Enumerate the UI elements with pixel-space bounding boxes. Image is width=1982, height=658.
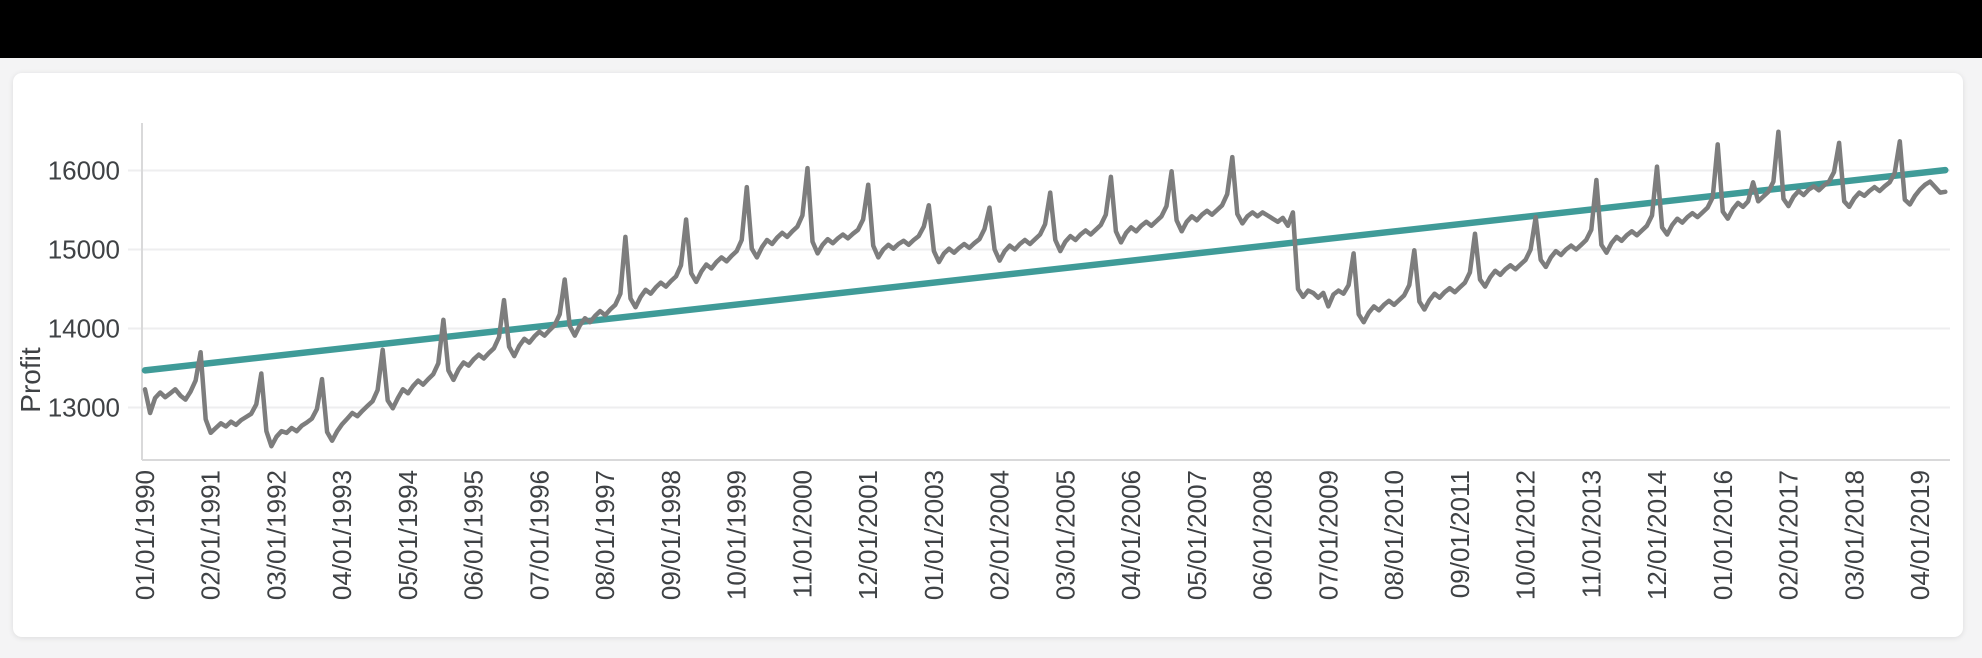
y-tick-label: 14000 [48, 314, 120, 344]
x-tick-label: 02/01/1991 [196, 470, 226, 600]
x-tick-label: 04/01/2006 [1116, 470, 1146, 600]
x-tick-label: 06/01/1995 [459, 470, 489, 600]
x-tick-label: 09/01/1998 [656, 470, 686, 600]
chart-card: 13000 14000 15000 16000 01/01/1990 02/01/1991… [13, 73, 1963, 637]
x-tick-label: 04/01/1993 [327, 470, 357, 600]
x-tick-label: 03/01/2018 [1839, 470, 1869, 600]
profit-line-chart: 13000 14000 15000 16000 01/01/1990 02/01/1991… [48, 123, 1950, 600]
x-tick-label: 03/01/2005 [1050, 470, 1080, 600]
x-tick-label: 06/01/2008 [1248, 470, 1278, 600]
x-tick-label: 05/01/2007 [1182, 470, 1212, 600]
x-tick-label: 08/01/1997 [590, 470, 620, 600]
profit-series-line [142, 129, 1948, 449]
x-tick-label: 02/01/2004 [985, 470, 1015, 600]
x-tick-label: 11/01/2013 [1576, 470, 1606, 598]
top-letterbox-bar [0, 0, 1982, 58]
x-tick-label: 03/01/1992 [261, 470, 291, 600]
x-tick-label: 02/01/2017 [1774, 470, 1804, 600]
x-tick-label: 07/01/2009 [1313, 470, 1343, 600]
x-tick-label: 01/01/2016 [1708, 470, 1738, 600]
x-tick-label: 08/01/2010 [1379, 470, 1409, 600]
y-axis-title: Profit [15, 347, 46, 413]
x-tick-label: 07/01/1996 [524, 470, 554, 600]
x-tick-label: 04/01/2019 [1905, 470, 1935, 600]
x-tick-label: 01/01/1990 [130, 470, 160, 600]
y-tick-label: 15000 [48, 235, 120, 265]
x-tick-label: 10/01/1999 [722, 470, 752, 600]
x-tick-label: 05/01/1994 [393, 470, 423, 600]
y-tick-label: 16000 [48, 156, 120, 186]
x-tick-label: 11/01/2000 [787, 470, 817, 598]
x-tick-label: 12/01/2014 [1642, 470, 1672, 600]
x-tick-label: 01/01/2003 [919, 470, 949, 600]
x-tick-label: 09/01/2011 [1445, 470, 1475, 598]
x-tick-label: 10/01/2012 [1511, 470, 1541, 600]
trend-line [141, 166, 1949, 374]
y-tick-label: 13000 [48, 393, 120, 423]
x-tick-label: 12/01/2001 [853, 470, 883, 600]
